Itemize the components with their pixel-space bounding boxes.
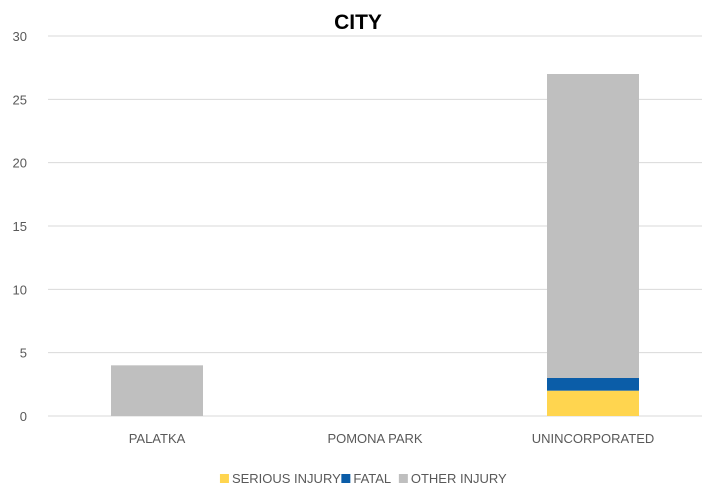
y-tick-label: 30 (13, 29, 27, 44)
legend-label: SERIOUS INJURY (232, 471, 341, 486)
bars (111, 74, 639, 416)
y-axis: 0 5 10 15 20 25 30 (13, 29, 27, 424)
bar-segment-other-injury (547, 74, 639, 378)
legend: SERIOUS INJURY FATAL OTHER INJURY (219, 471, 507, 486)
bar-segment-other-injury (111, 365, 203, 416)
y-tick-label: 20 (13, 156, 27, 171)
y-tick-label: 5 (20, 346, 27, 361)
bar-segment-serious-injury (547, 390, 639, 416)
x-tick-label: UNINCORPORATED (532, 431, 655, 446)
x-axis: PALATKA POMONA PARK UNINCORPORATED (129, 431, 655, 446)
legend-swatch (219, 474, 229, 483)
gridlines (48, 35, 702, 417)
y-tick-label: 0 (20, 409, 27, 424)
x-tick-label: PALATKA (129, 431, 186, 446)
chart-title: CITY (334, 11, 382, 34)
legend-swatch (341, 474, 351, 483)
y-tick-label: 25 (13, 92, 27, 107)
legend-label: OTHER INJURY (411, 471, 507, 486)
legend-swatch (398, 474, 408, 483)
bar-segment-fatal (547, 378, 639, 391)
y-tick-label: 15 (13, 219, 27, 234)
y-tick-label: 10 (13, 282, 27, 297)
legend-label: FATAL (353, 471, 391, 486)
x-tick-label: POMONA PARK (327, 431, 422, 446)
